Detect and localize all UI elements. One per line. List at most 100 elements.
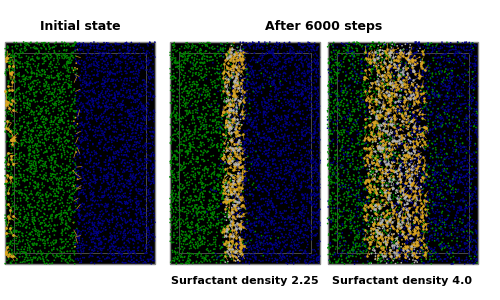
Point xyxy=(134,187,142,191)
Point xyxy=(270,131,278,136)
Point xyxy=(328,224,336,229)
Point xyxy=(70,56,78,60)
Point xyxy=(184,93,192,98)
Point xyxy=(306,112,314,117)
Point xyxy=(63,260,71,265)
Point xyxy=(466,143,474,148)
Point xyxy=(260,121,268,125)
Point xyxy=(448,178,456,182)
Point xyxy=(193,84,201,88)
Point xyxy=(280,244,288,249)
Point xyxy=(470,220,478,224)
Point xyxy=(56,244,64,249)
Point xyxy=(404,103,412,108)
Point xyxy=(430,176,438,180)
Point xyxy=(441,196,449,201)
Point xyxy=(246,100,254,104)
Point xyxy=(390,121,398,126)
Point xyxy=(184,261,192,266)
Point xyxy=(44,258,52,263)
Point xyxy=(293,184,301,189)
Point xyxy=(188,92,196,97)
Point xyxy=(96,93,104,98)
Point xyxy=(150,93,158,98)
Point xyxy=(198,71,205,76)
Point xyxy=(432,147,440,152)
Point xyxy=(2,108,10,113)
Point xyxy=(142,244,150,248)
Point xyxy=(100,40,108,45)
Point xyxy=(4,252,12,257)
Point xyxy=(132,110,140,115)
Point xyxy=(259,241,267,245)
Point xyxy=(49,155,57,160)
Point xyxy=(92,244,100,249)
Point xyxy=(116,53,124,58)
Point xyxy=(444,174,452,179)
Point xyxy=(20,44,28,49)
Point xyxy=(212,107,220,112)
Point xyxy=(397,172,405,177)
Point xyxy=(114,136,122,141)
Point xyxy=(148,202,156,207)
Point xyxy=(272,134,280,139)
Point xyxy=(327,165,335,170)
Point xyxy=(286,56,294,61)
Point xyxy=(382,137,390,142)
Point xyxy=(140,183,148,188)
Point xyxy=(98,190,106,195)
Point xyxy=(124,226,132,231)
Point xyxy=(145,177,153,182)
Point xyxy=(464,223,471,228)
Point xyxy=(90,241,98,246)
Point xyxy=(192,202,200,207)
Point xyxy=(389,90,397,95)
Point xyxy=(425,92,433,97)
Point xyxy=(332,92,340,96)
Point xyxy=(94,133,102,138)
Point xyxy=(349,125,357,130)
Point xyxy=(84,150,92,155)
Point xyxy=(342,189,350,194)
Point xyxy=(91,81,99,85)
Point xyxy=(246,241,254,245)
Point xyxy=(472,63,480,68)
Point xyxy=(22,215,30,220)
Point xyxy=(20,93,28,98)
Point xyxy=(132,131,140,136)
Point xyxy=(414,88,422,93)
Point xyxy=(84,65,92,70)
Point xyxy=(392,58,400,63)
Point xyxy=(255,220,263,225)
Point xyxy=(106,126,114,131)
Point xyxy=(432,178,440,183)
Point xyxy=(246,228,254,233)
Point xyxy=(148,70,156,75)
Point xyxy=(400,217,407,221)
Point xyxy=(177,236,185,241)
Point xyxy=(238,198,246,203)
Point xyxy=(350,122,358,127)
Point xyxy=(167,83,175,88)
Point xyxy=(214,166,222,170)
Point xyxy=(308,227,316,232)
Point xyxy=(32,229,40,234)
Point xyxy=(22,94,30,99)
Point xyxy=(206,58,214,63)
Point xyxy=(172,58,179,62)
Point xyxy=(133,97,141,101)
Point xyxy=(244,88,252,92)
Point xyxy=(42,217,50,221)
Point xyxy=(360,242,368,247)
Point xyxy=(413,152,421,156)
Point xyxy=(11,241,19,246)
Point xyxy=(276,67,284,72)
Point xyxy=(240,196,248,201)
Point xyxy=(254,44,262,49)
Point xyxy=(296,49,304,53)
Point xyxy=(284,254,292,258)
Point xyxy=(144,84,152,89)
Point xyxy=(450,147,458,152)
Point xyxy=(276,90,284,95)
Point xyxy=(70,186,78,191)
